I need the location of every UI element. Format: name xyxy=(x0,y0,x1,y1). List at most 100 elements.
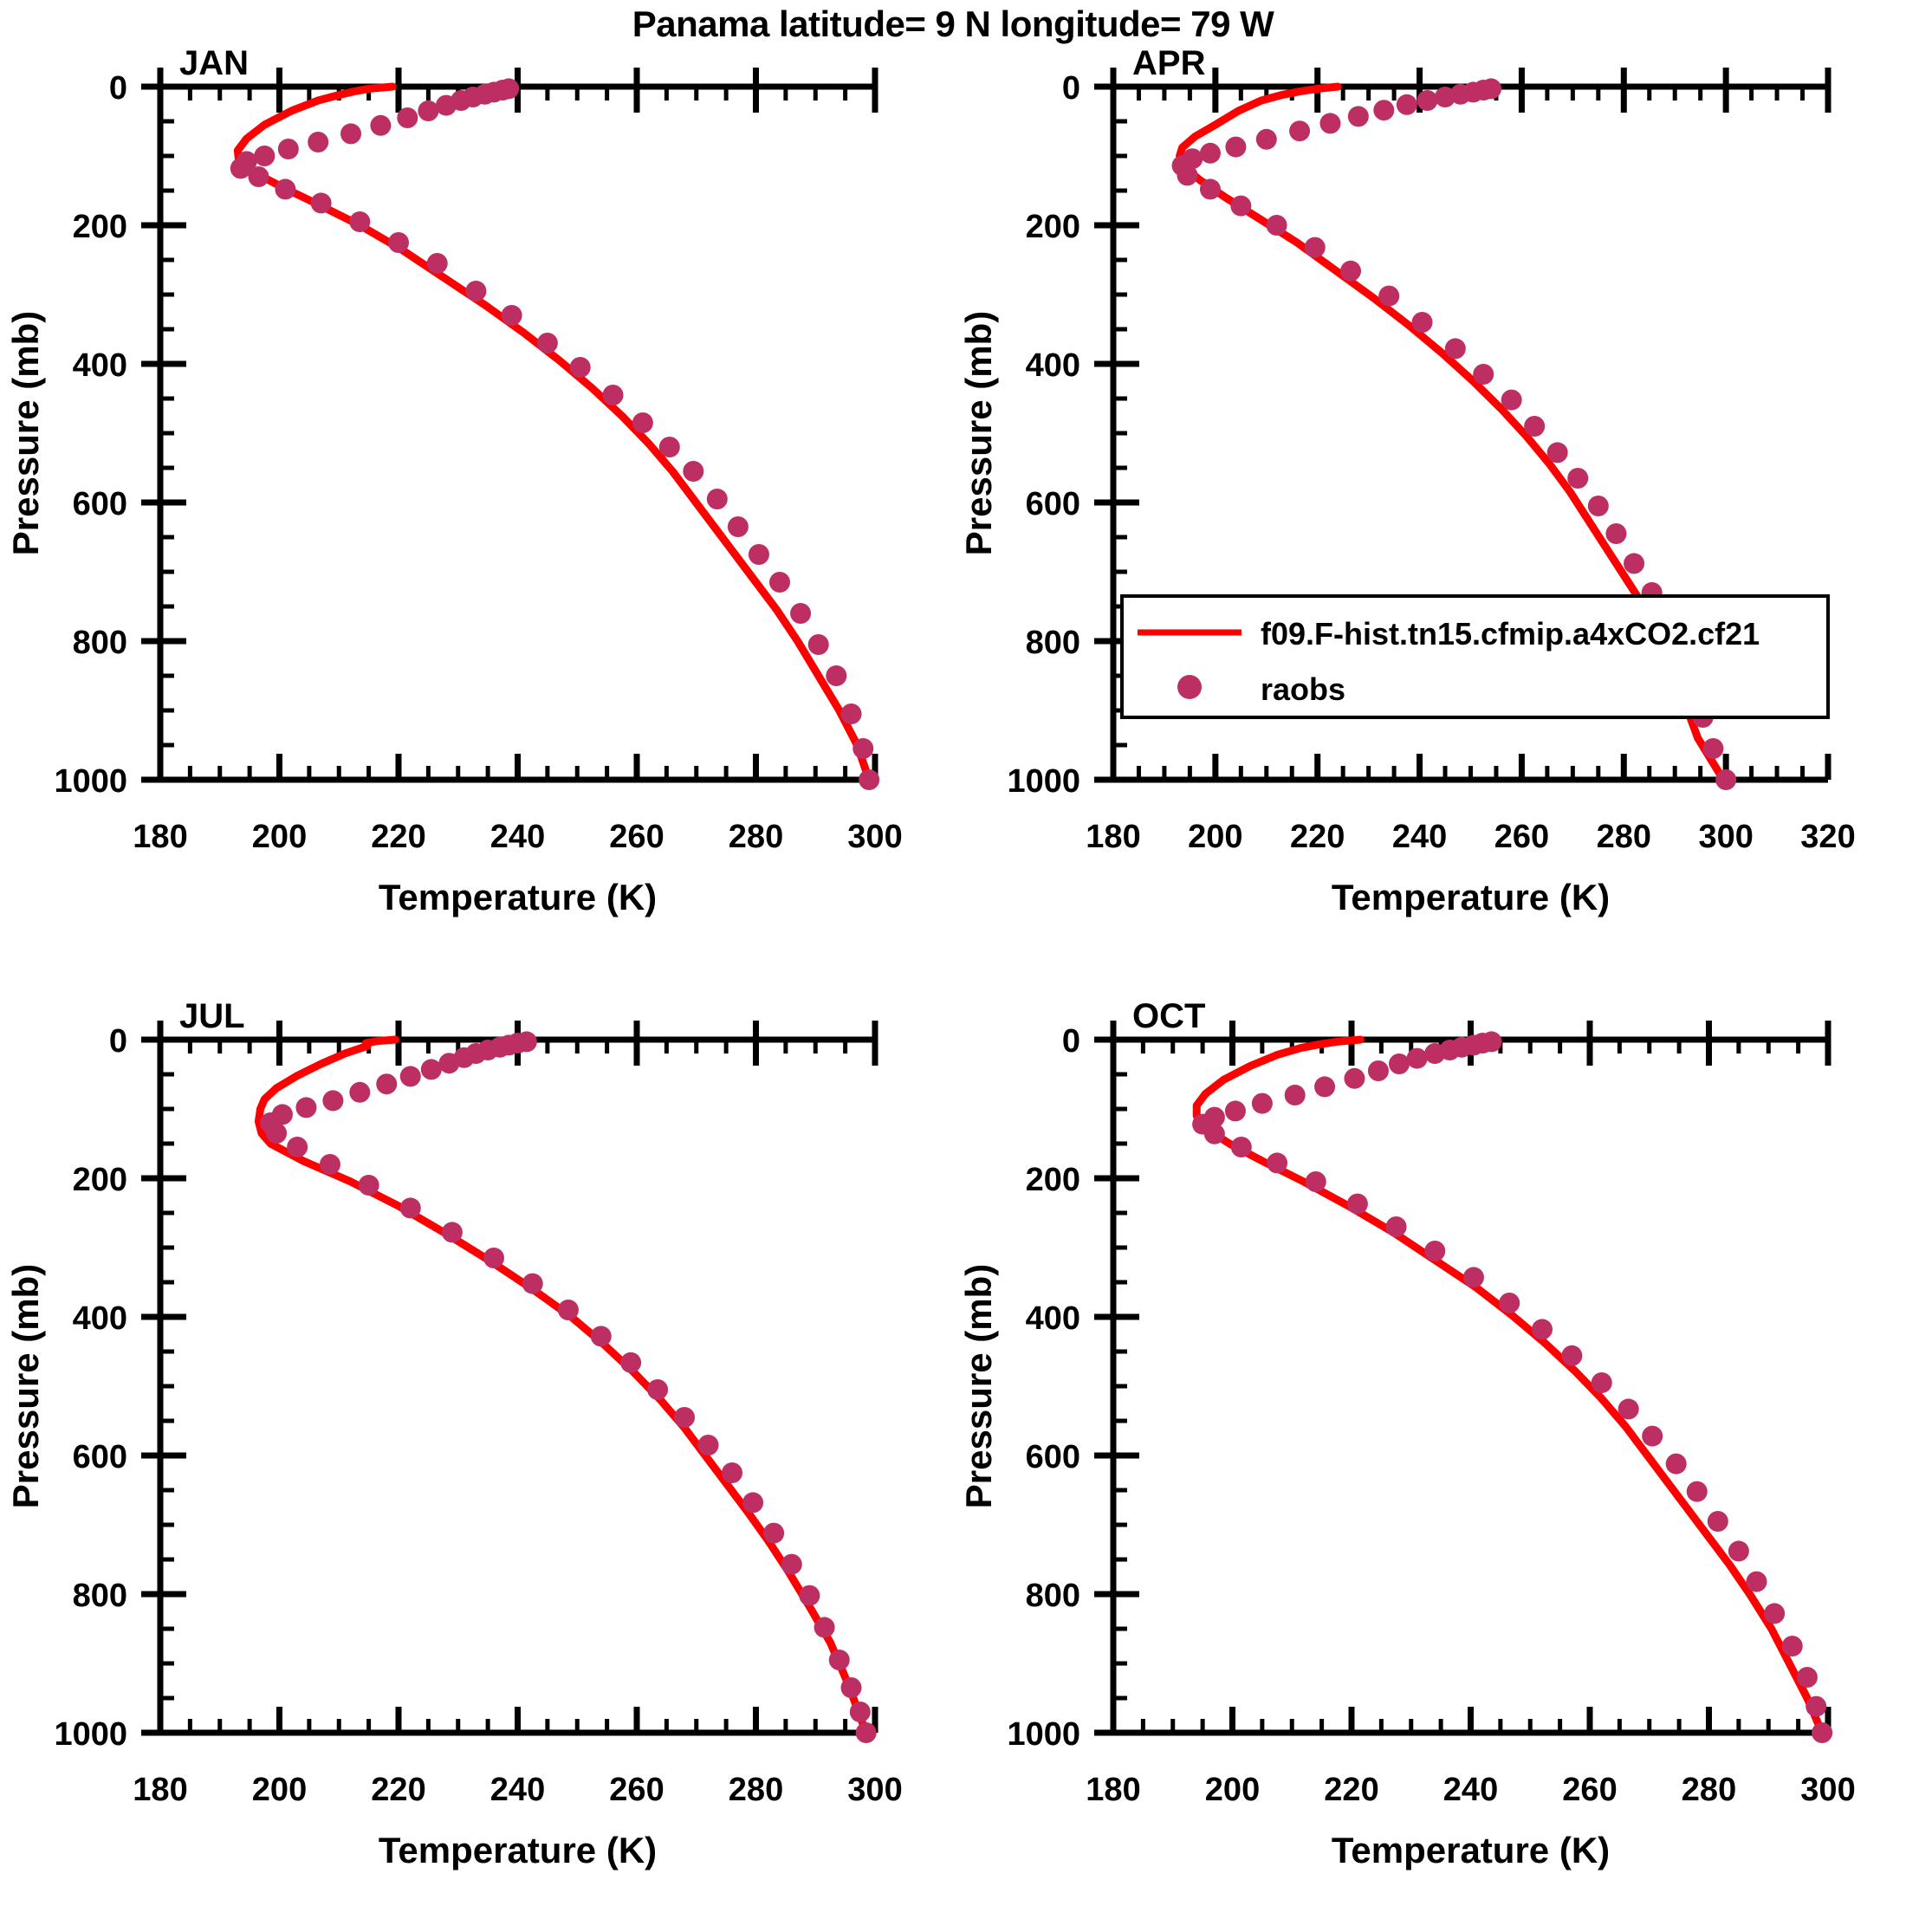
series-marker-raobs xyxy=(275,178,296,200)
series-marker-raobs xyxy=(1715,769,1737,790)
series-marker-raobs xyxy=(1424,1241,1446,1261)
series-marker-raobs xyxy=(727,516,749,537)
series-marker-raobs xyxy=(1406,1047,1428,1069)
series-marker-raobs xyxy=(1524,416,1546,437)
y-tick-label: 400 xyxy=(1026,347,1080,384)
x-tick-label: 260 xyxy=(1494,819,1549,855)
series-marker-raobs xyxy=(358,1175,379,1196)
x-tick-label: 220 xyxy=(371,1772,425,1808)
series-line-model xyxy=(1192,1035,1826,1737)
series-marker-raobs xyxy=(254,146,276,166)
series-marker-raobs xyxy=(855,1722,877,1743)
series-marker-raobs xyxy=(1199,142,1221,164)
series-marker-raobs xyxy=(465,281,487,301)
y-tick-label: 200 xyxy=(73,209,127,245)
series-marker-raobs xyxy=(1444,338,1466,360)
series-marker-raobs xyxy=(1367,1060,1389,1081)
series-marker-raobs xyxy=(828,1650,850,1670)
series-marker-raobs xyxy=(388,232,409,253)
x-axis-title: Temperature (K) xyxy=(379,877,657,917)
series-marker-raobs xyxy=(536,333,558,353)
series-marker-raobs xyxy=(322,1090,344,1112)
series-marker-raobs xyxy=(1605,523,1627,544)
series-marker-raobs xyxy=(1304,237,1326,258)
series-marker-raobs xyxy=(853,738,874,759)
series-marker-raobs xyxy=(1624,553,1645,574)
legend-label-raobs: raobs xyxy=(1261,671,1345,707)
figure-title: Panama latitude= 9 N longitude= 79 W xyxy=(632,3,1274,44)
x-tick-label: 180 xyxy=(1086,819,1140,855)
series-marker-raobs xyxy=(426,253,448,274)
series-marker-raobs xyxy=(557,1300,579,1320)
x-tick-label: 240 xyxy=(490,1772,545,1808)
y-axis-title: Pressure (mb) xyxy=(958,311,999,555)
series-marker-raobs xyxy=(501,305,522,326)
x-tick-label: 200 xyxy=(252,819,307,855)
series-marker-raobs xyxy=(1686,1481,1708,1502)
series-marker-raobs xyxy=(295,1097,317,1118)
panel-title: APR xyxy=(1132,44,1206,82)
y-tick-label: 600 xyxy=(1026,1439,1080,1475)
x-axis-title: Temperature (K) xyxy=(1332,1830,1610,1870)
series-marker-raobs xyxy=(1417,90,1438,111)
x-tick-label: 280 xyxy=(729,1772,783,1808)
y-tick-label: 1000 xyxy=(1007,763,1080,800)
y-axis-title: Pressure (mb) xyxy=(958,1264,999,1508)
series-marker-raobs xyxy=(1230,1137,1252,1157)
x-tick-label: 300 xyxy=(847,819,902,855)
series-marker-raobs xyxy=(807,634,829,655)
y-tick-label: 200 xyxy=(1026,1162,1080,1198)
x-tick-label: 240 xyxy=(490,819,545,855)
series-marker-raobs xyxy=(1707,1511,1728,1532)
series-marker-raobs xyxy=(420,1059,442,1080)
y-tick-label: 800 xyxy=(1026,1578,1080,1614)
series-marker-raobs xyxy=(826,665,847,686)
series-marker-raobs xyxy=(1728,1540,1749,1562)
panel-jan: 180 200 220 240 260 280 300 0 200 400 600 800 1000 Te… xyxy=(0,35,953,979)
series-marker-raobs xyxy=(1591,1372,1612,1393)
series-marker-raobs xyxy=(1546,442,1568,464)
x-tick-label: 260 xyxy=(609,819,664,855)
series-marker-raobs xyxy=(376,1073,398,1095)
series-marker-raobs xyxy=(697,1435,719,1455)
series-marker-raobs xyxy=(287,1137,308,1157)
x-tick-label: 300 xyxy=(1800,1772,1855,1808)
y-tick-label: 600 xyxy=(73,1439,127,1475)
panel-jul: 180 200 220 240 260 280 300 0 200 400 600 800 1000 Te… xyxy=(0,988,953,1932)
series-marker-raobs xyxy=(1373,100,1395,121)
series-marker-raobs xyxy=(1230,195,1252,217)
series-marker-raobs xyxy=(1314,1076,1336,1098)
series-marker-raobs xyxy=(438,1053,460,1074)
y-tick-label: 1000 xyxy=(1007,1716,1080,1753)
x-axis-title: Temperature (K) xyxy=(379,1830,657,1870)
series-marker-raobs xyxy=(1266,215,1287,236)
series-marker-raobs xyxy=(1396,94,1417,115)
series-marker-raobs xyxy=(1289,120,1311,142)
chart-svg-jul: 180 200 220 240 260 280 300 0 200 400 600 800 1000 Te… xyxy=(5,997,903,1870)
legend-box xyxy=(1120,594,1830,719)
x-tick-label: 320 xyxy=(1800,819,1855,855)
series-marker-raobs xyxy=(1781,1636,1803,1656)
panel-oct: 180 200 220 240 260 280 300 0 200 400 600 800 1000 Te… xyxy=(953,988,1906,1932)
series-marker-raobs xyxy=(1796,1667,1818,1688)
series-marker-raobs xyxy=(349,211,371,232)
series-marker-raobs xyxy=(370,114,392,136)
series-marker-raobs xyxy=(1319,113,1341,134)
series-marker-raobs xyxy=(483,1248,504,1268)
x-tick-label: 280 xyxy=(1682,1772,1736,1808)
x-tick-label: 180 xyxy=(133,1772,187,1808)
y-tick-label: 800 xyxy=(1026,625,1080,661)
panel-apr: 180 200 220 240 260 280 300 320 0 200 400 600 800 100… xyxy=(953,35,1906,979)
y-axis-title: Pressure (mb) xyxy=(5,311,46,555)
series-marker-raobs xyxy=(1561,1345,1583,1366)
x-tick-label: 220 xyxy=(1290,819,1345,855)
series-marker-raobs xyxy=(849,1702,871,1722)
series-marker-raobs xyxy=(441,1222,463,1243)
x-tick-label: 300 xyxy=(847,1772,902,1808)
series-marker-raobs xyxy=(349,1081,371,1103)
series-marker-raobs xyxy=(799,1585,820,1606)
x-axis-title: Temperature (K) xyxy=(1332,877,1610,917)
series-marker-raobs xyxy=(1225,136,1247,158)
series-marker-raobs xyxy=(1251,1092,1273,1114)
series-marker-raobs xyxy=(1473,364,1494,385)
